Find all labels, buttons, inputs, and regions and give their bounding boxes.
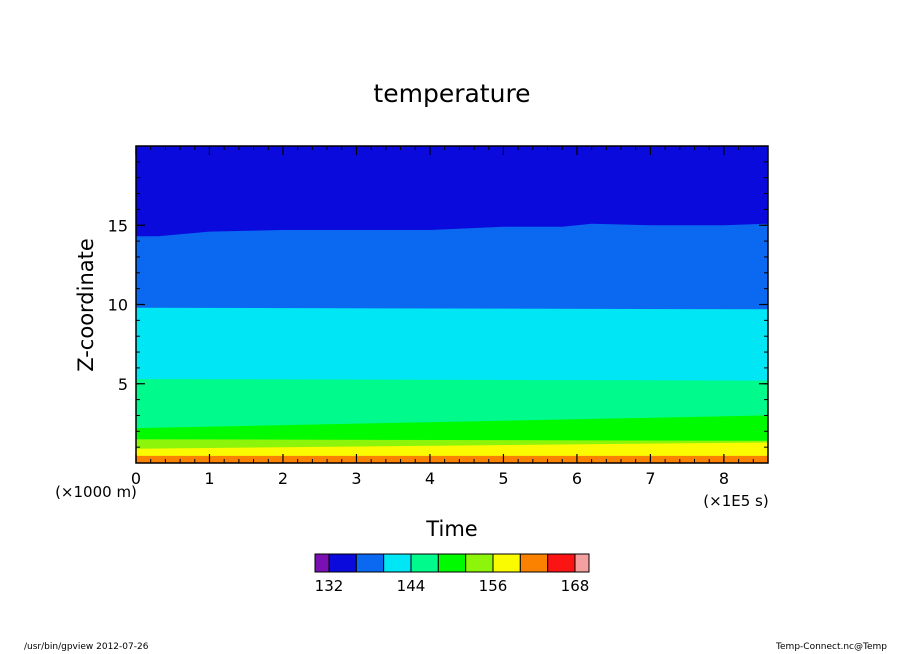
- colorbar-swatch: [465, 553, 494, 573]
- colorbar-swatch: [492, 553, 521, 573]
- x-tick-label: 0: [131, 469, 141, 488]
- y-tick-label: 10: [108, 296, 128, 315]
- x-tick-label: 1: [204, 469, 214, 488]
- y-tick-label: 5: [118, 375, 128, 394]
- colorbar-swatch: [328, 553, 357, 573]
- contour-band--168: [136, 455, 768, 463]
- x-tick-label: 4: [425, 469, 435, 488]
- footer-command-date: /usr/bin/gpview 2012-07-26: [24, 642, 149, 652]
- chart-title: temperature: [373, 79, 530, 108]
- colorbar-swatch: [547, 553, 576, 573]
- colorbar-tick-label: 156: [479, 577, 508, 595]
- x-tick-label: 8: [719, 469, 729, 488]
- x-tick-label: 3: [351, 469, 361, 488]
- x-tick-label: 6: [572, 469, 582, 488]
- colorbar-swatch: [314, 553, 330, 573]
- colorbar-swatch: [519, 553, 549, 573]
- contour-fill-area: [136, 146, 768, 463]
- x-tick-label: 2: [278, 469, 288, 488]
- footer-file-variable: Temp-Connect.nc@Temp: [776, 642, 887, 652]
- x-axis-label: Time: [425, 517, 477, 541]
- x-tick-label: 7: [645, 469, 655, 488]
- y-tick-label: 15: [108, 216, 128, 235]
- colorbar-swatch: [437, 553, 467, 573]
- colorbar-swatch: [383, 553, 412, 573]
- x-tick-label: 5: [498, 469, 508, 488]
- colorbar: 132 144 156 168: [314, 553, 590, 595]
- y-axis-label: Z-coordinate: [74, 238, 98, 372]
- colorbar-swatch: [355, 553, 385, 573]
- colorbar-tick-label: 132: [315, 577, 344, 595]
- colorbar-tick-label: 144: [397, 577, 426, 595]
- y-unit-label: (×1000 m): [55, 483, 137, 501]
- x-unit-label: (×1E5 s): [703, 492, 768, 510]
- colorbar-tick-label: 168: [561, 577, 590, 595]
- axis-ticks: 0 1 2 3 4 5 6 7 8 5 10 15: [108, 146, 769, 488]
- colorbar-swatch: [410, 553, 439, 573]
- colorbar-swatch: [574, 553, 590, 573]
